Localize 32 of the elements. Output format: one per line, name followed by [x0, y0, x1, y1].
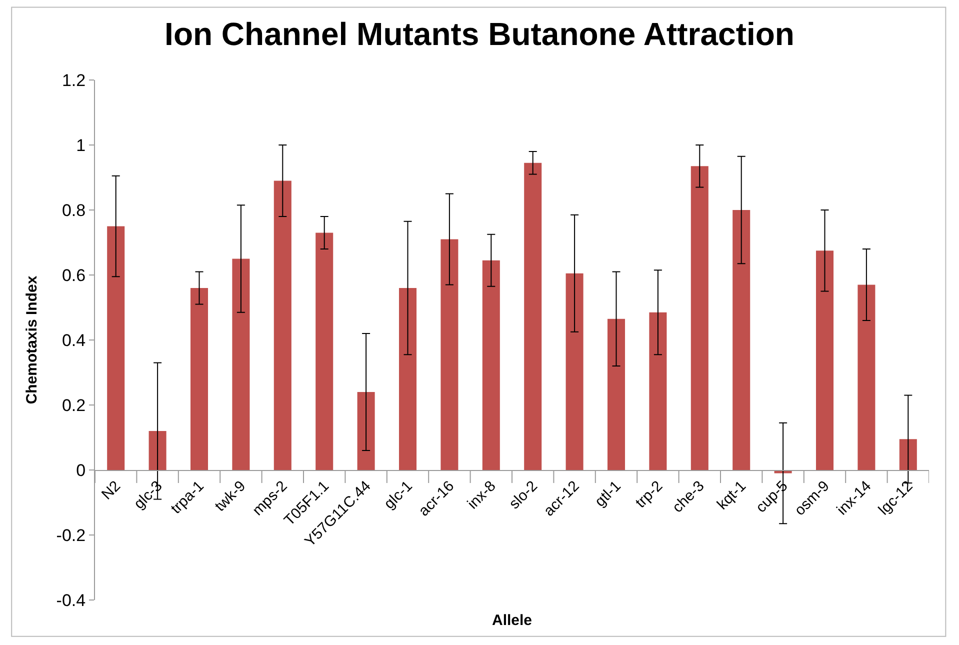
bar — [899, 439, 917, 470]
chart-title: Ion Channel Mutants Butanone Attraction — [164, 16, 794, 52]
bar — [398, 288, 417, 470]
y-tick-label: -0.4 — [56, 590, 86, 610]
y-tick-label: 1.2 — [62, 70, 86, 90]
bar — [858, 284, 876, 470]
bar — [274, 180, 292, 470]
x-tick-label: N2 — [98, 478, 124, 504]
bar — [649, 312, 667, 470]
y-tick-label: 0.6 — [62, 266, 86, 285]
bar — [524, 162, 542, 470]
y-tick-label: 0 — [76, 460, 86, 480]
bar — [190, 288, 208, 470]
bar — [566, 273, 584, 470]
bar — [482, 260, 500, 470]
bar — [357, 392, 375, 470]
bar — [316, 232, 334, 470]
y-axis-title: Chemotaxis Index — [24, 275, 41, 404]
bar — [690, 166, 708, 470]
y-tick-label: 0.4 — [62, 330, 86, 350]
y-tick-label: 0.8 — [62, 200, 86, 220]
bar — [732, 210, 750, 470]
bar — [107, 226, 125, 470]
bar — [440, 239, 458, 470]
y-tick-label: 0.2 — [62, 396, 86, 415]
x-axis-title: Allele — [492, 612, 532, 629]
bar — [607, 318, 626, 470]
y-tick-label: -0.2 — [56, 526, 86, 545]
y-tick-label: 1 — [76, 136, 86, 155]
bar — [232, 258, 250, 470]
bar — [148, 431, 166, 470]
bar — [816, 250, 834, 470]
